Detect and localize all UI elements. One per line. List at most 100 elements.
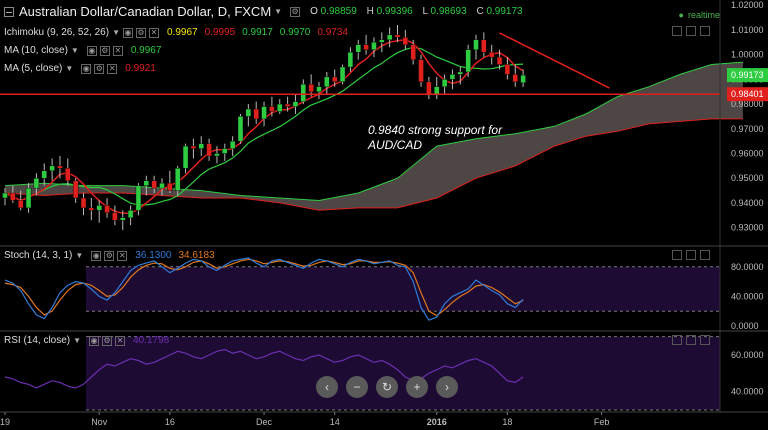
low-label: L: [422, 6, 428, 17]
close-icon[interactable]: ✕: [112, 45, 123, 56]
window-icon-1[interactable]: [672, 250, 682, 260]
stoch-tick-label: 40.0000: [731, 291, 764, 301]
candle: [457, 67, 463, 85]
ichimoku-value-5: 0.9734: [317, 27, 348, 38]
close-icon[interactable]: ✕: [148, 27, 159, 38]
candle: [104, 197, 110, 218]
ma5-label: MA (5, close): [4, 63, 63, 74]
chevron-down-icon[interactable]: ▼: [75, 251, 84, 260]
x-tick-label: Dec: [256, 417, 273, 427]
candle: [18, 190, 24, 211]
window-icon-1[interactable]: [672, 335, 682, 345]
settings-icon[interactable]: ⚙: [94, 63, 105, 74]
window-icon-2[interactable]: [686, 250, 696, 260]
candle-body: [410, 44, 416, 60]
candle-body: [33, 178, 40, 189]
next-icon[interactable]: ›: [436, 376, 458, 398]
candle-body: [292, 101, 299, 107]
close-icon[interactable]: ✕: [117, 250, 128, 261]
stoch-band: [86, 266, 720, 312]
candle: [504, 57, 511, 80]
candle-body: [10, 192, 16, 201]
candle: [363, 34, 369, 55]
support-annotation: 0.9840 strong support for: [368, 123, 503, 137]
prev-icon[interactable]: ‹: [316, 376, 338, 398]
candle-body: [135, 185, 142, 211]
window-icon-1[interactable]: [672, 26, 682, 36]
candle-body: [504, 64, 511, 75]
candle: [143, 175, 150, 196]
candle: [198, 136, 204, 156]
window-icon-3[interactable]: [700, 335, 710, 345]
chevron-down-icon[interactable]: ▼: [65, 64, 74, 73]
candle-body: [284, 103, 291, 107]
candle-body: [253, 108, 259, 120]
stoch-legend: Stoch (14, 3, 1) ▼ ◉ ⚙ ✕ 36.1300 34.6183: [4, 250, 215, 261]
collapse-icon[interactable]: [4, 6, 14, 17]
x-tick-label: 2016: [427, 417, 447, 427]
candle: [449, 69, 456, 90]
close-icon[interactable]: ✕: [115, 335, 126, 346]
settings-icon[interactable]: ⚙: [102, 335, 113, 346]
low-value: 0.98693: [430, 6, 467, 17]
candle-body: [457, 71, 463, 75]
candle-body: [449, 74, 456, 80]
settings-icon[interactable]: ⚙: [135, 27, 146, 38]
window-icon-3[interactable]: [700, 250, 710, 260]
eye-icon[interactable]: ◉: [86, 45, 97, 56]
candle: [127, 205, 134, 226]
candle-body: [520, 74, 526, 84]
eye-icon[interactable]: ◉: [89, 335, 100, 346]
settings-icon[interactable]: ⚙: [99, 45, 110, 56]
candle: [277, 99, 283, 114]
candle: [222, 143, 228, 161]
settings-icon[interactable]: ⚙: [104, 250, 115, 261]
reset-icon[interactable]: ↻: [376, 376, 398, 398]
stoch-tick-label: 80.0000: [731, 262, 764, 272]
candle: [49, 158, 55, 181]
stoch-tick-label: 0.0000: [731, 321, 759, 331]
chevron-down-icon[interactable]: ▼: [274, 7, 283, 16]
candle-body: [418, 59, 424, 83]
ma10-label: MA (10, close): [4, 45, 68, 56]
candle: [489, 44, 495, 65]
window-icon-2[interactable]: [686, 335, 696, 345]
candle-body: [174, 168, 181, 191]
last-price-label: 0.99173: [731, 70, 764, 80]
candle: [25, 183, 32, 213]
settings-icon[interactable]: ⚙: [290, 6, 301, 17]
candle-body: [72, 180, 79, 199]
window-buttons: [668, 26, 710, 36]
chevron-down-icon[interactable]: ▼: [70, 46, 79, 55]
candle-body: [41, 170, 47, 179]
x-tick-label: 19: [0, 417, 10, 427]
rsi-legend: RSI (14, close) ▼ ◉ ⚙ ✕ 40.1798: [4, 335, 169, 346]
eye-icon[interactable]: ◉: [122, 27, 133, 38]
candle-body: [112, 212, 118, 221]
chevron-down-icon[interactable]: ▼: [73, 336, 82, 345]
eye-icon[interactable]: ◉: [81, 63, 92, 74]
candle-body: [512, 74, 518, 83]
candle: [159, 178, 165, 196]
candle: [245, 104, 252, 127]
window-icon-2[interactable]: [686, 26, 696, 36]
candle-body: [347, 51, 354, 68]
eye-icon[interactable]: ◉: [91, 250, 102, 261]
candle-body: [2, 192, 8, 199]
candle: [386, 27, 393, 48]
candle: [182, 143, 189, 174]
candle-body: [386, 34, 393, 41]
candle: [261, 101, 267, 127]
price-tick-label: 0.98000: [731, 99, 764, 109]
price-tick-label: 0.95000: [731, 173, 764, 183]
candle: [167, 170, 173, 194]
chevron-down-icon[interactable]: ▼: [112, 28, 120, 37]
zoom-in-icon[interactable]: +: [406, 376, 428, 398]
window-icon-3[interactable]: [700, 26, 710, 36]
ma10-line: [4, 46, 524, 206]
zoom-out-icon[interactable]: −: [346, 376, 368, 398]
candle-body: [465, 49, 471, 73]
close-icon[interactable]: ✕: [107, 63, 118, 74]
ichimoku-value-4: 0.9970: [279, 27, 311, 38]
